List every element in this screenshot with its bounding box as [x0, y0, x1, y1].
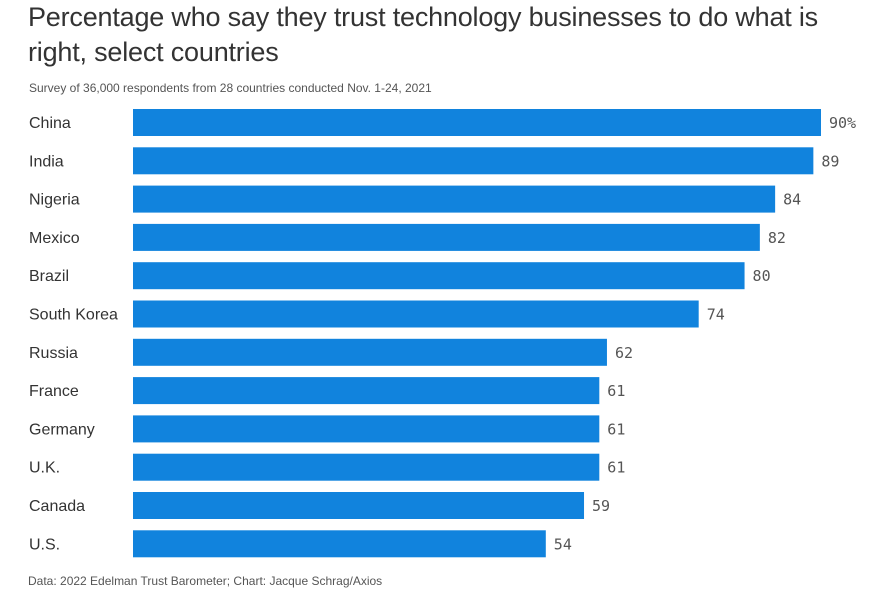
bar [133, 147, 814, 175]
value-label: 61 [607, 420, 625, 438]
category-label: India [29, 153, 64, 170]
category-label: France [29, 383, 79, 400]
bar [133, 377, 600, 405]
value-label: 74 [707, 306, 725, 324]
category-label: U.K. [29, 460, 60, 477]
category-label: Russia [29, 345, 78, 362]
category-label: Germany [29, 421, 95, 438]
bar [133, 109, 821, 136]
chart-subtitle: Survey of 36,000 respondents from 28 cou… [29, 81, 432, 95]
chart-title: Percentage who say they trust technology… [28, 2, 818, 67]
bar [133, 453, 600, 481]
value-label: 84 [783, 191, 801, 209]
category-label: U.S. [29, 536, 60, 553]
category-label: China [29, 115, 71, 132]
category-label: Brazil [29, 268, 69, 285]
bar [133, 492, 585, 519]
bar [133, 530, 546, 558]
value-label: 59 [592, 497, 610, 515]
value-label: 90% [829, 114, 856, 132]
category-label: Canada [29, 498, 85, 515]
bar [133, 262, 745, 290]
chart-source: Data: 2022 Edelman Trust Barometer; Char… [28, 574, 383, 588]
bar [133, 300, 699, 328]
bars-group: China 90% India 89 Nigeria 84 Mexico 82 Brazil 80… [29, 109, 856, 558]
category-label: Mexico [29, 230, 80, 247]
bar [133, 415, 600, 443]
category-label: Nigeria [29, 192, 80, 209]
bar [133, 338, 607, 366]
value-label: 54 [554, 535, 572, 553]
value-label: 80 [753, 267, 771, 285]
value-label: 89 [821, 152, 839, 170]
value-label: 82 [768, 229, 786, 247]
value-label: 61 [607, 459, 625, 477]
bar [133, 223, 760, 251]
value-label: 61 [607, 382, 625, 400]
value-label: 62 [615, 344, 633, 362]
bar [133, 185, 776, 213]
category-label: South Korea [29, 307, 118, 324]
